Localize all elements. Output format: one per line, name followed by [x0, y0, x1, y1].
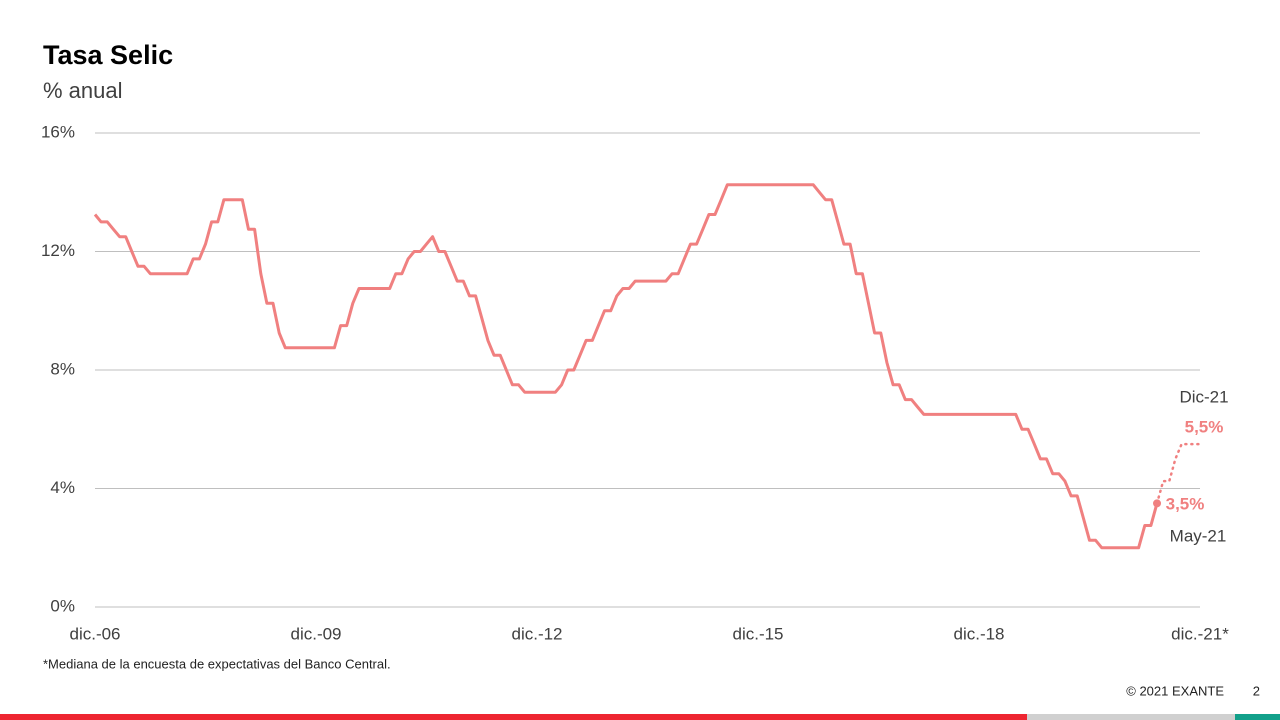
chart-subtitle: % anual — [43, 78, 123, 103]
annotation: 3,5% — [1166, 494, 1205, 513]
y-tick-label: 0% — [50, 596, 75, 615]
footer-bar — [1027, 714, 1235, 720]
y-tick-label: 4% — [50, 478, 75, 497]
copyright: © 2021 EXANTE — [1126, 683, 1224, 698]
y-tick-label: 8% — [50, 359, 75, 378]
forecast-line — [1155, 442, 1202, 505]
point-marker — [1153, 499, 1162, 508]
x-tick-label: dic.-15 — [732, 624, 783, 643]
chart-title: Tasa Selic — [43, 40, 173, 70]
x-tick-label: dic.-12 — [511, 624, 562, 643]
annotation: May-21 — [1170, 526, 1227, 545]
footnote: *Mediana de la encuesta de expectativas … — [43, 656, 391, 671]
annotation: Dic-21 — [1179, 387, 1228, 406]
x-tick-label: dic.-18 — [953, 624, 1004, 643]
line — [93, 183, 1159, 550]
page-number: 2 — [1253, 683, 1260, 698]
plot: 0% 4% 8% 12% 16% dic.-06 dic.-09 dic.-12 dic.-15… — [41, 122, 1229, 643]
x-tick-label: dic.-09 — [290, 624, 341, 643]
footer-bar — [1235, 714, 1280, 720]
y-tick-label: 16% — [41, 122, 75, 141]
x-tick-label: dic.-06 — [69, 624, 120, 643]
y-tick-label: 12% — [41, 241, 75, 260]
x-tick-label: dic.-21* — [1171, 624, 1229, 643]
footer-bar — [0, 714, 1027, 720]
annotation: 5,5% — [1185, 417, 1224, 436]
